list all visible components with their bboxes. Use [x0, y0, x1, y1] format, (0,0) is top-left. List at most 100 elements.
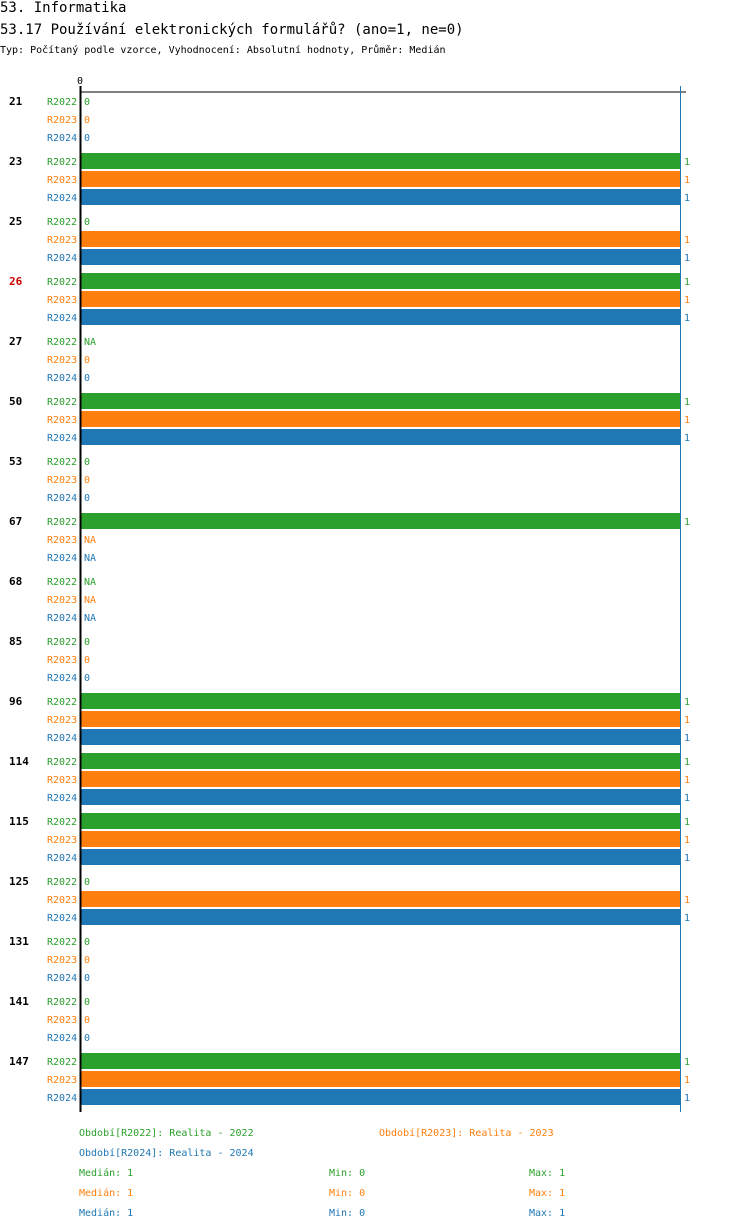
group-label: 67 — [9, 515, 22, 528]
data-label: 0 — [84, 475, 90, 486]
series-label: R2023 — [47, 115, 77, 126]
group-label: 114 — [9, 755, 29, 768]
data-label: 0 — [84, 355, 90, 366]
data-label: 1 — [684, 853, 690, 864]
group-label: 26 — [9, 275, 23, 288]
section-title: 53. Informatika — [0, 0, 127, 16]
series-label: R2024 — [47, 1033, 77, 1044]
data-label: 0 — [84, 133, 90, 144]
series-label: R2024 — [47, 493, 77, 504]
bar — [81, 291, 680, 307]
data-label: 1 — [684, 1075, 690, 1086]
data-label: NA — [84, 613, 96, 624]
data-label: 0 — [84, 1015, 90, 1026]
data-label: 0 — [84, 655, 90, 666]
group-label: 147 — [9, 1055, 29, 1068]
data-label: 0 — [84, 955, 90, 966]
group-label: 131 — [9, 935, 29, 948]
series-label: R2022 — [47, 457, 77, 468]
data-label: 0 — [84, 637, 90, 648]
bar — [81, 249, 680, 265]
stat-median-r2022: Medián: 1 — [79, 1168, 134, 1179]
series-label: R2024 — [47, 553, 77, 564]
series-label: R2024 — [47, 1093, 77, 1104]
series-label: R2023 — [47, 355, 77, 366]
series-label: R2022 — [47, 817, 77, 828]
series-label: R2023 — [47, 235, 77, 246]
stat-max-r2024: Max: 1 — [529, 1208, 566, 1219]
data-label: 0 — [84, 373, 90, 384]
series-label: R2024 — [47, 973, 77, 984]
series-label: R2024 — [47, 373, 77, 384]
series-label: R2024 — [47, 193, 77, 204]
series-label: R2022 — [47, 757, 77, 768]
data-label: 1 — [684, 775, 690, 786]
bar — [81, 1053, 680, 1069]
bar — [81, 789, 680, 805]
data-label: 1 — [684, 715, 690, 726]
bar — [81, 273, 680, 289]
data-label: NA — [84, 577, 96, 588]
series-label: R2022 — [47, 517, 77, 528]
data-label: NA — [84, 337, 96, 348]
series-label: R2023 — [47, 295, 77, 306]
bar — [81, 189, 680, 205]
x-tick-label: 0 — [77, 76, 83, 87]
data-label: 0 — [84, 115, 90, 126]
data-label: 1 — [684, 313, 690, 324]
series-label: R2024 — [47, 853, 77, 864]
bar — [81, 171, 680, 187]
data-label: 1 — [684, 193, 690, 204]
series-label: R2024 — [47, 913, 77, 924]
data-label: 1 — [684, 895, 690, 906]
bar — [81, 1071, 680, 1087]
series-label: R2022 — [47, 217, 77, 228]
legend-period-r2024: Období[R2024]: Realita - 2024 — [79, 1148, 254, 1159]
stat-min-r2023: Min: 0 — [329, 1188, 366, 1199]
data-label: 0 — [84, 673, 90, 684]
data-label: NA — [84, 595, 96, 606]
series-label: R2022 — [47, 577, 77, 588]
data-label: 0 — [84, 973, 90, 984]
data-label: 1 — [684, 235, 690, 246]
data-label: 0 — [84, 1033, 90, 1044]
data-label: 1 — [684, 277, 690, 288]
series-label: R2022 — [47, 637, 77, 648]
series-label: R2022 — [47, 337, 77, 348]
series-label: R2024 — [47, 253, 77, 264]
series-label: R2022 — [47, 697, 77, 708]
group-label: 21 — [9, 95, 23, 108]
bar — [81, 231, 680, 247]
stat-median-r2023: Medián: 1 — [79, 1188, 134, 1199]
series-label: R2024 — [47, 133, 77, 144]
group-label: 50 — [9, 395, 22, 408]
bar — [81, 753, 680, 769]
series-label: R2022 — [47, 877, 77, 888]
data-label: 1 — [684, 157, 690, 168]
series-label: R2022 — [47, 397, 77, 408]
data-label: 0 — [84, 493, 90, 504]
data-label: 1 — [684, 913, 690, 924]
bar — [81, 849, 680, 865]
data-label: 1 — [684, 517, 690, 528]
series-label: R2023 — [47, 835, 77, 846]
series-label: R2024 — [47, 733, 77, 744]
bar — [81, 513, 680, 529]
bar — [81, 693, 680, 709]
series-label: R2023 — [47, 775, 77, 786]
data-label: 1 — [684, 295, 690, 306]
legend-period-r2022: Období[R2022]: Realita - 2022 — [79, 1128, 254, 1139]
series-label: R2024 — [47, 313, 77, 324]
series-label: R2022 — [47, 277, 77, 288]
series-label: R2024 — [47, 673, 77, 684]
data-label: 1 — [684, 175, 690, 186]
series-label: R2022 — [47, 1057, 77, 1068]
bar — [81, 909, 680, 925]
bar — [81, 393, 680, 409]
series-label: R2024 — [47, 613, 77, 624]
data-label: 1 — [684, 817, 690, 828]
group-label: 96 — [9, 695, 23, 708]
stat-min-r2022: Min: 0 — [329, 1168, 366, 1179]
series-label: R2023 — [47, 1015, 77, 1026]
